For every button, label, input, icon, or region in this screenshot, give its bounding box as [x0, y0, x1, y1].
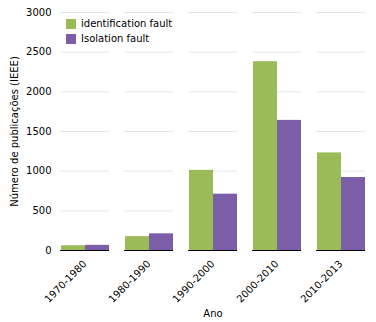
svg-text:1000: 1000 [26, 165, 51, 176]
svg-text:Ano: Ano [203, 308, 222, 319]
svg-text:2000: 2000 [26, 86, 51, 97]
svg-text:Número de publicações (IEEE): Número de publicações (IEEE) [9, 56, 20, 207]
svg-text:1980-1990: 1980-1990 [106, 258, 152, 304]
svg-text:1970-1980: 1970-1980 [42, 258, 88, 304]
svg-text:0: 0 [45, 245, 51, 256]
svg-text:1990-2000: 1990-2000 [170, 258, 216, 304]
svg-text:1500: 1500 [26, 126, 51, 137]
svg-text:500: 500 [32, 205, 51, 216]
svg-text:2500: 2500 [26, 46, 51, 57]
svg-text:2000-2010: 2000-2010 [234, 258, 280, 304]
svg-text:2010-2013: 2010-2013 [298, 258, 344, 304]
html-text:identification fault: identification fault [81, 18, 173, 29]
html-text:Isolation fault: Isolation fault [81, 33, 150, 44]
svg-text:3000: 3000 [26, 7, 51, 18]
